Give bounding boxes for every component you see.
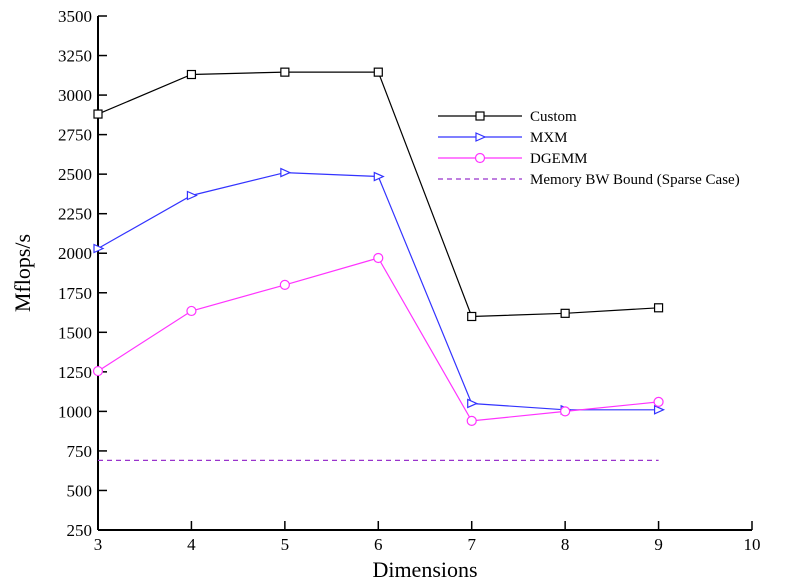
y-axis-label: Mflops/s <box>10 234 35 312</box>
y-tick-label: 750 <box>67 442 93 461</box>
x-tick-label: 4 <box>187 535 196 554</box>
series-line-1 <box>97 171 659 411</box>
data-point-1-1 <box>186 190 198 201</box>
data-point-2-1 <box>186 305 197 317</box>
y-tick-label: 1750 <box>58 284 92 303</box>
legend: Custom MXM DGEMM Memory BW Bound (Sparse Ca… <box>438 109 740 188</box>
data-point-0-3 <box>373 67 383 77</box>
x-tick-label: 5 <box>281 535 290 554</box>
data-point-0-6 <box>653 303 664 313</box>
x-tick-label: 7 <box>467 535 476 554</box>
y-tick-label: 2250 <box>58 205 92 224</box>
legend-marker-2 <box>474 152 486 164</box>
y-tick-label: 3000 <box>58 86 92 105</box>
y-tick-label: 1250 <box>58 363 92 382</box>
data-point-1-0 <box>93 243 105 254</box>
data-point-2-6 <box>653 396 664 407</box>
data-point-2-4 <box>466 415 477 426</box>
data-point-0-2 <box>280 67 290 77</box>
x-tick-label: 3 <box>94 535 103 554</box>
y-tick-label: 3500 <box>58 7 92 26</box>
data-point-2-5 <box>560 406 571 417</box>
legend-label-2: DGEMM <box>530 151 588 167</box>
series-lines <box>97 71 659 461</box>
data-point-1-3 <box>373 171 385 182</box>
data-point-1-6 <box>653 404 666 415</box>
y-tick-label: 2000 <box>58 244 92 263</box>
axis-ticks: 3 4 5 6 7 8 9 10 250 500 750 1000 1250 1500 1750 2000 22… <box>58 7 761 554</box>
x-tick-label: 10 <box>744 535 761 554</box>
y-tick-label: 1000 <box>58 402 92 421</box>
y-tick-label: 2500 <box>58 165 92 184</box>
legend-marker-1 <box>475 132 487 142</box>
series-markers <box>92 67 666 426</box>
y-tick-label: 2750 <box>58 126 92 145</box>
data-point-0-1 <box>186 69 197 80</box>
data-point-2-2 <box>279 279 290 290</box>
data-point-2-3 <box>373 252 384 264</box>
x-tick-label: 8 <box>561 535 570 554</box>
data-point-1-4 <box>467 398 479 409</box>
legend-label-3: Memory BW Bound (Sparse Case) <box>530 172 740 188</box>
y-tick-label: 500 <box>67 481 93 500</box>
y-tick-label: 3250 <box>58 47 92 66</box>
x-tick-label: 6 <box>374 535 383 554</box>
legend-label-1: MXM <box>530 130 568 146</box>
data-point-0-5 <box>560 308 570 318</box>
axes <box>97 16 752 531</box>
series-line-2 <box>97 257 659 422</box>
legend-label-0: Custom <box>530 109 577 125</box>
y-tick-label: 250 <box>67 521 93 540</box>
x-tick-label: 9 <box>654 535 663 554</box>
x-axis-label: Dimensions <box>372 557 477 582</box>
y-tick-label: 1500 <box>58 323 92 342</box>
legend-marker-0 <box>475 111 485 121</box>
data-point-2-0 <box>92 365 104 377</box>
data-point-0-0 <box>93 109 103 119</box>
data-point-1-2 <box>280 167 292 178</box>
data-point-0-4 <box>467 311 477 322</box>
